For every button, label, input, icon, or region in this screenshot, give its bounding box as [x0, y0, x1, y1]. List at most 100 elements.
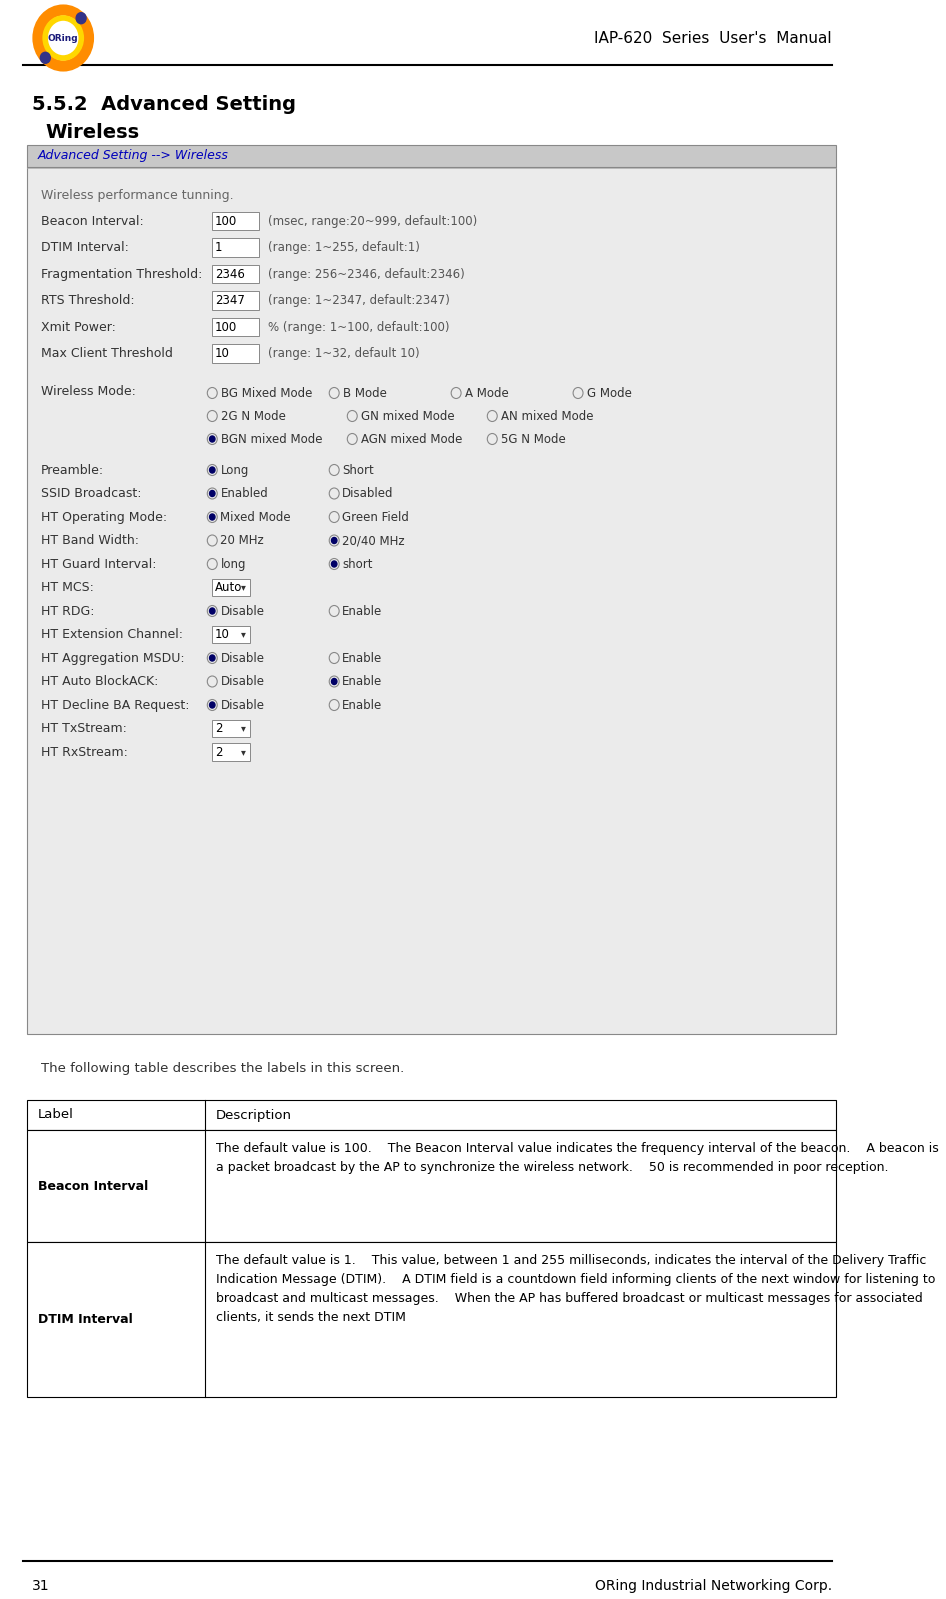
- Text: GN mixed Mode: GN mixed Mode: [360, 409, 454, 422]
- Text: IAP-620  Series  User's  Manual: IAP-620 Series User's Manual: [594, 30, 832, 45]
- Text: Enable: Enable: [342, 604, 382, 617]
- Text: HT RxStream:: HT RxStream:: [41, 745, 128, 758]
- Text: Enabled: Enabled: [220, 488, 268, 500]
- Circle shape: [209, 702, 215, 708]
- Text: Long: Long: [220, 464, 249, 477]
- Text: 100: 100: [215, 320, 237, 334]
- Text: Enable: Enable: [342, 675, 382, 688]
- Text: HT Guard Interval:: HT Guard Interval:: [41, 558, 156, 571]
- Text: The following table describes the labels in this screen.: The following table describes the labels…: [41, 1062, 404, 1075]
- Text: Wireless: Wireless: [45, 123, 139, 142]
- Text: Advanced Setting --> Wireless: Advanced Setting --> Wireless: [38, 149, 229, 163]
- Text: Xmit Power:: Xmit Power:: [41, 320, 115, 334]
- Text: Label: Label: [38, 1108, 74, 1121]
- FancyBboxPatch shape: [212, 238, 259, 257]
- Circle shape: [209, 608, 215, 614]
- Text: 31: 31: [31, 1578, 49, 1593]
- Text: 1: 1: [215, 241, 222, 254]
- Text: ORing Industrial Networking Corp.: ORing Industrial Networking Corp.: [595, 1578, 832, 1593]
- Text: (msec, range:20~999, default:100): (msec, range:20~999, default:100): [269, 214, 478, 227]
- FancyBboxPatch shape: [27, 1242, 836, 1398]
- Text: 10: 10: [215, 628, 230, 641]
- Text: DTIM Interval: DTIM Interval: [38, 1313, 132, 1326]
- Text: (range: 256~2346, default:2346): (range: 256~2346, default:2346): [269, 267, 465, 280]
- Text: 5G N Mode: 5G N Mode: [500, 432, 566, 446]
- Text: The default value is 100.    The Beacon Interval value indicates the frequency i: The default value is 100. The Beacon Int…: [216, 1142, 938, 1174]
- Text: RTS Threshold:: RTS Threshold:: [41, 294, 134, 307]
- FancyBboxPatch shape: [212, 291, 259, 310]
- Text: (range: 1~32, default 10): (range: 1~32, default 10): [269, 347, 420, 360]
- Text: 5.5.2  Advanced Setting: 5.5.2 Advanced Setting: [31, 94, 295, 114]
- Text: Disable: Disable: [220, 699, 264, 712]
- FancyBboxPatch shape: [212, 625, 250, 643]
- Text: 20/40 MHz: 20/40 MHz: [342, 534, 405, 547]
- Text: 2G N Mode: 2G N Mode: [220, 409, 286, 422]
- Text: Green Field: Green Field: [342, 510, 410, 523]
- Text: (range: 1~2347, default:2347): (range: 1~2347, default:2347): [269, 294, 450, 307]
- Text: Enable: Enable: [342, 651, 382, 665]
- Text: Mixed Mode: Mixed Mode: [220, 510, 291, 523]
- FancyBboxPatch shape: [212, 744, 250, 761]
- Text: G Mode: G Mode: [587, 387, 632, 400]
- Text: Short: Short: [342, 464, 374, 477]
- Circle shape: [76, 13, 86, 24]
- Text: Disable: Disable: [220, 604, 264, 617]
- FancyBboxPatch shape: [212, 720, 250, 737]
- Text: ▾: ▾: [241, 630, 246, 640]
- FancyBboxPatch shape: [212, 344, 259, 363]
- Text: ▾: ▾: [241, 582, 246, 593]
- Text: Auto: Auto: [215, 580, 242, 593]
- Text: BGN mixed Mode: BGN mixed Mode: [220, 432, 323, 446]
- Circle shape: [331, 537, 337, 544]
- Text: 2: 2: [215, 723, 222, 736]
- Text: 2: 2: [215, 745, 222, 758]
- Text: Wireless performance tunning.: Wireless performance tunning.: [41, 189, 234, 201]
- Text: SSID Broadcast:: SSID Broadcast:: [41, 488, 141, 500]
- FancyBboxPatch shape: [27, 146, 836, 166]
- Text: HT Decline BA Request:: HT Decline BA Request:: [41, 699, 189, 712]
- Text: DTIM Interval:: DTIM Interval:: [41, 241, 129, 254]
- Text: ▾: ▾: [241, 723, 246, 734]
- FancyBboxPatch shape: [212, 318, 259, 336]
- Text: (range: 1~255, default:1): (range: 1~255, default:1): [269, 241, 420, 254]
- Text: HT Band Width:: HT Band Width:: [41, 534, 139, 547]
- Text: Description: Description: [216, 1108, 292, 1121]
- Circle shape: [331, 561, 337, 568]
- Text: Beacon Interval:: Beacon Interval:: [41, 214, 144, 227]
- Text: Preamble:: Preamble:: [41, 464, 104, 477]
- Text: HT Operating Mode:: HT Operating Mode:: [41, 510, 166, 523]
- Text: 10: 10: [215, 347, 230, 360]
- Circle shape: [209, 656, 215, 660]
- Text: 100: 100: [215, 214, 237, 227]
- FancyBboxPatch shape: [27, 166, 836, 1035]
- Text: HT MCS:: HT MCS:: [41, 580, 94, 593]
- Text: long: long: [220, 558, 246, 571]
- Text: BG Mixed Mode: BG Mixed Mode: [220, 387, 312, 400]
- Circle shape: [209, 491, 215, 497]
- Text: The default value is 1.    This value, between 1 and 255 milliseconds, indicates: The default value is 1. This value, betw…: [216, 1254, 936, 1324]
- Text: Disable: Disable: [220, 675, 264, 688]
- Text: Disabled: Disabled: [342, 488, 394, 500]
- Text: Enable: Enable: [342, 699, 382, 712]
- Text: HT Aggregation MSDU:: HT Aggregation MSDU:: [41, 651, 184, 665]
- Text: 2346: 2346: [215, 267, 245, 280]
- Text: Fragmentation Threshold:: Fragmentation Threshold:: [41, 267, 202, 280]
- FancyBboxPatch shape: [212, 211, 259, 230]
- Text: HT RDG:: HT RDG:: [41, 604, 95, 617]
- Text: HT Auto BlockACK:: HT Auto BlockACK:: [41, 675, 158, 688]
- Text: Beacon Interval: Beacon Interval: [38, 1180, 149, 1193]
- Text: % (range: 1~100, default:100): % (range: 1~100, default:100): [269, 320, 449, 334]
- Circle shape: [209, 513, 215, 520]
- Text: ORing: ORing: [48, 34, 79, 43]
- Text: Wireless Mode:: Wireless Mode:: [41, 385, 135, 398]
- Text: AN mixed Mode: AN mixed Mode: [500, 409, 593, 422]
- Text: AGN mixed Mode: AGN mixed Mode: [360, 432, 463, 446]
- Text: B Mode: B Mode: [342, 387, 387, 400]
- Circle shape: [331, 678, 337, 684]
- FancyBboxPatch shape: [212, 579, 250, 596]
- FancyBboxPatch shape: [212, 265, 259, 283]
- FancyBboxPatch shape: [27, 1100, 836, 1130]
- Text: Disable: Disable: [220, 651, 264, 665]
- Text: HT Extension Channel:: HT Extension Channel:: [41, 628, 183, 641]
- Text: 2347: 2347: [215, 294, 245, 307]
